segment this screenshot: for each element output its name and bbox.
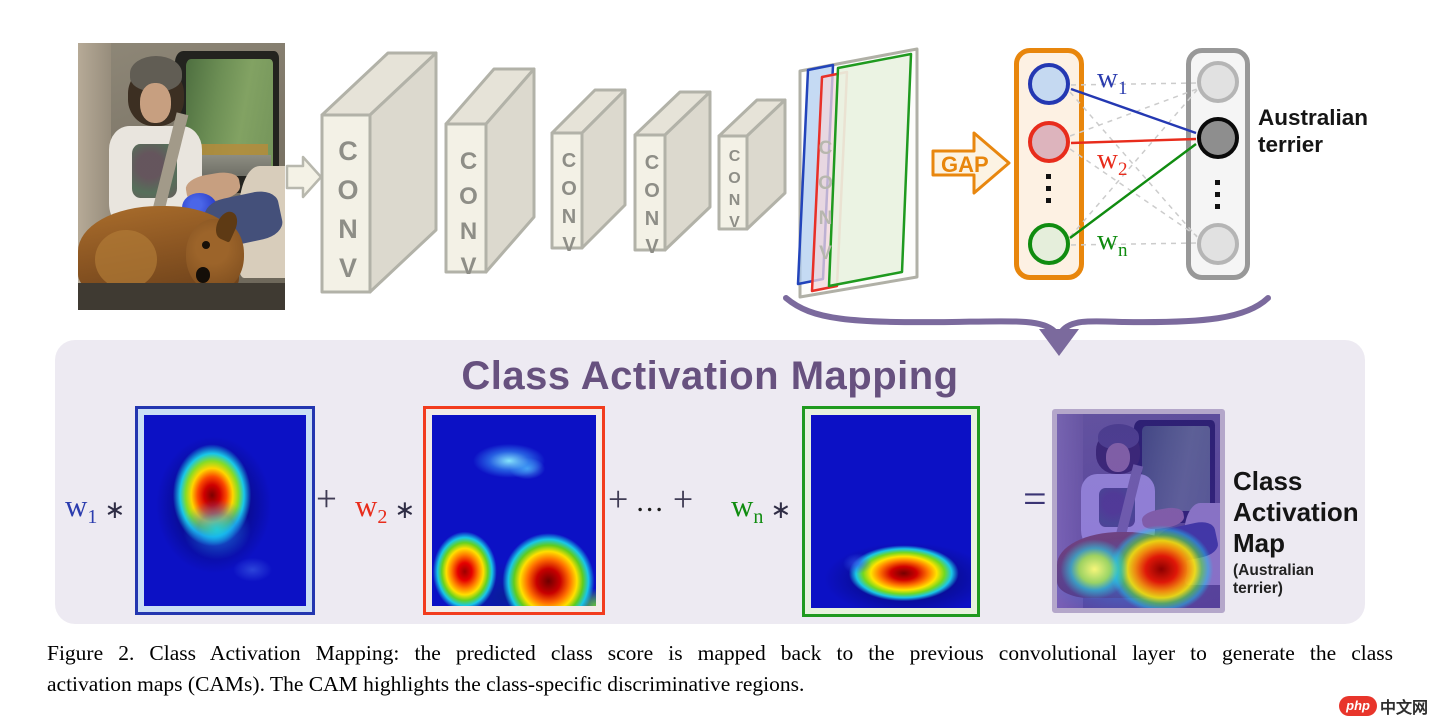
ellipsis-operators: +... + <box>608 478 693 520</box>
cam-unit-map-2 <box>423 406 605 615</box>
plus-operator: + <box>608 479 629 519</box>
cam-photo-art <box>1057 414 1220 608</box>
equals-operator: = <box>1023 477 1047 523</box>
heatmap-2 <box>432 415 596 606</box>
asterisk-operator: ∗ <box>104 497 126 524</box>
gap-node-blue <box>1028 63 1070 105</box>
output-node-australian-terrier <box>1197 117 1239 159</box>
result-subtitle: (Australian terrier) <box>1233 562 1314 597</box>
gap-node-red <box>1028 121 1070 163</box>
connection-wn <box>1069 143 1197 239</box>
conv-label-3: CONV <box>558 150 580 262</box>
vertical-dots-icon <box>1046 174 1051 203</box>
term-w1: w1 ∗ <box>65 488 125 529</box>
w2-sub: 2 <box>1117 158 1128 180</box>
weight-label-w1: w1 <box>1097 62 1127 100</box>
photo-dog-eye <box>202 240 211 249</box>
weighted-connections <box>1069 87 1197 239</box>
input-arrow-icon <box>285 155 323 199</box>
ellipsis: ... <box>636 485 665 518</box>
asterisk-operator: ∗ <box>770 497 792 524</box>
panel-title: Class Activation Mapping <box>461 354 959 398</box>
photo-person-face <box>140 83 172 124</box>
w2-base: w <box>355 488 378 523</box>
cam-unit-map-n <box>802 406 980 617</box>
input-photo <box>78 43 285 310</box>
weight-label-w2: w2 <box>1097 143 1127 181</box>
w1-base: w <box>1097 62 1118 94</box>
feature-map-green <box>827 52 913 288</box>
photo-art <box>78 43 285 310</box>
connection-w2 <box>1070 137 1197 145</box>
php-cn-watermark: php 中文网 <box>1339 694 1428 718</box>
heatmap-1 <box>144 415 306 606</box>
weight-label-wn: wn <box>1097 224 1127 262</box>
php-logo-badge: php <box>1339 696 1377 716</box>
wn-base: w <box>1097 224 1118 256</box>
wn-sub: n <box>753 506 764 529</box>
output-node-top <box>1197 61 1239 103</box>
conv-label-5: CONV <box>726 148 743 236</box>
photo-dog-nose <box>195 267 211 284</box>
photo-dog-chest <box>94 229 157 289</box>
watermark-text: 中文网 <box>1379 700 1428 717</box>
figure-caption: Figure 2. Class Activation Mapping: the … <box>47 638 1393 700</box>
heatmap-n <box>811 415 971 608</box>
cam-heat-overlay <box>1057 414 1220 608</box>
wn-sub: n <box>1117 239 1128 261</box>
output-node-bottom <box>1197 223 1239 265</box>
cam-panel: Class Activation Mapping w1 ∗ + w2 ∗ +... +… <box>55 340 1365 624</box>
w1-sub: 1 <box>87 506 98 529</box>
conv-label-1: CONV <box>333 136 363 292</box>
gap-label: GAP <box>941 152 989 177</box>
w1-base: w <box>65 488 88 523</box>
dashed-connections <box>1069 82 1198 246</box>
photo-seat-shadow <box>78 283 285 310</box>
plus-operator: + <box>672 479 694 519</box>
output-class-label: Australian terrier <box>1258 105 1369 157</box>
term-w2: w2 ∗ <box>355 488 415 529</box>
plus-operator: + <box>316 479 337 520</box>
caption-line-2: activation maps (CAMs). The CAM highligh… <box>47 672 805 696</box>
term-wn: wn ∗ <box>731 488 791 529</box>
wn-base: w <box>731 488 754 523</box>
connection-w1 <box>1070 87 1197 135</box>
caption-line-1: Figure 2. Class Activation Mapping: the … <box>47 641 1393 665</box>
vertical-dots-icon <box>1215 180 1220 209</box>
w2-sub: 2 <box>377 506 388 529</box>
conv-label-4: CONV <box>641 152 663 264</box>
conv-label-6: CONV <box>815 138 836 278</box>
photo-roadside-streak <box>187 144 269 156</box>
photo-dog-head <box>185 219 244 292</box>
gap-node-green <box>1028 223 1070 265</box>
w2-base: w <box>1097 143 1118 175</box>
class-activation-map-image <box>1052 409 1225 613</box>
cam-unit-map-1 <box>135 406 315 615</box>
conv-label-2: CONV <box>455 148 482 288</box>
result-title: Class Activation Map <box>1233 466 1359 559</box>
asterisk-operator: ∗ <box>394 497 416 524</box>
w1-sub: 1 <box>1117 77 1128 99</box>
